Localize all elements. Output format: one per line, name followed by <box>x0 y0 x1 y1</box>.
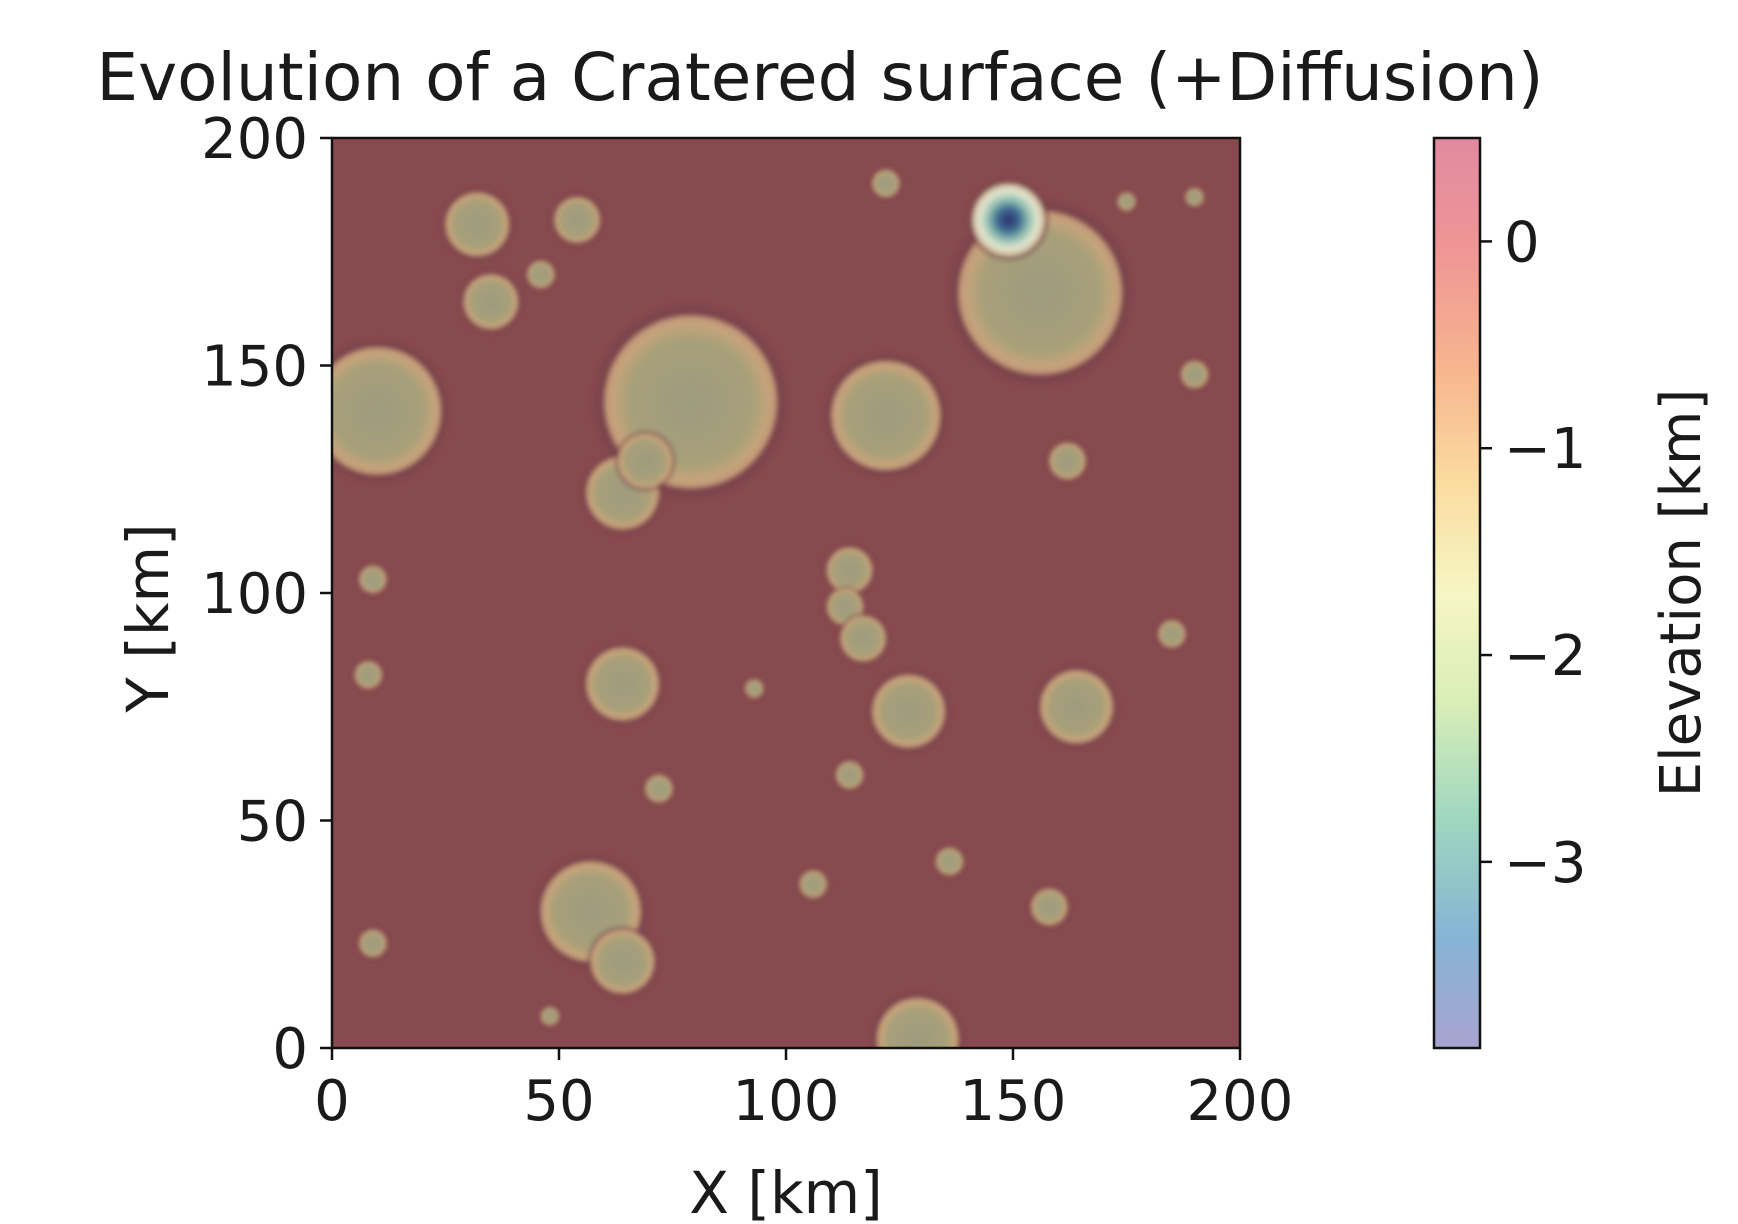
x-axis-label: X [km] <box>689 1159 883 1224</box>
y-tick-label: 0 <box>272 1017 308 1082</box>
crater-layer <box>332 168 1210 1048</box>
x-tick-label: 100 <box>733 1069 840 1134</box>
crater-mark <box>745 679 764 698</box>
x-axis: 0 50 100 150 200 <box>314 1048 1293 1134</box>
y-tick-label: 150 <box>201 335 308 400</box>
crater-mark <box>799 870 827 898</box>
crater-mark <box>831 361 941 471</box>
crater-mark <box>586 647 659 721</box>
crater-mark <box>1040 670 1113 744</box>
crater-mark <box>463 274 519 330</box>
crater-mark <box>1158 620 1186 648</box>
y-axis-label: Y [km] <box>114 523 182 713</box>
colorbar-tick-label: −3 <box>1504 831 1587 896</box>
crater-mark <box>332 347 441 475</box>
y-tick-label: 100 <box>201 562 308 627</box>
crater-mark <box>1031 888 1068 926</box>
x-tick-label: 150 <box>960 1069 1067 1134</box>
crater-mark <box>876 998 959 1048</box>
crater-mark <box>445 192 510 257</box>
y-tick-label: 50 <box>237 790 308 855</box>
crater-mark <box>935 847 964 876</box>
crater-mark <box>359 929 387 957</box>
crater-mark <box>645 775 673 803</box>
crater-mark <box>1180 360 1209 389</box>
crater-mark <box>872 169 900 198</box>
colorbar: 0 −1 −2 −3 Elevation [km] <box>1432 136 1714 1050</box>
colorbar-gradient <box>1432 136 1482 1050</box>
crater-mark <box>590 929 655 994</box>
crater-mark <box>359 565 387 593</box>
x-tick-label: 200 <box>1187 1069 1294 1134</box>
colorbar-label: Elevation [km] <box>1649 389 1714 798</box>
y-tick-label: 200 <box>201 107 308 172</box>
crater-mark <box>1117 192 1136 211</box>
colorbar-tick-label: 0 <box>1504 210 1540 275</box>
colorbar-tick-label: −1 <box>1504 417 1587 482</box>
crater-mark <box>826 547 873 593</box>
crater-mark <box>840 615 886 662</box>
chart-title: Evolution of a Cratered surface (+Diffus… <box>96 39 1543 116</box>
crater-mark <box>618 433 673 489</box>
crater-mark <box>354 661 382 689</box>
plot-area <box>330 136 1242 1050</box>
crater-mark <box>1185 188 1204 207</box>
crater-mark <box>540 1007 559 1026</box>
crater-mark <box>972 183 1045 257</box>
colorbar-tick-label: −2 <box>1504 624 1587 689</box>
x-tick-label: 50 <box>523 1069 594 1134</box>
y-axis: 0 50 100 150 200 <box>201 107 332 1082</box>
crater-mark <box>872 674 945 748</box>
colorbar-ticks: 0 −1 −2 −3 <box>1480 210 1587 896</box>
x-tick-label: 0 <box>314 1069 350 1134</box>
crater-mark <box>527 260 555 289</box>
crater-mark <box>554 197 600 243</box>
crater-mark <box>1049 442 1086 480</box>
crater-mark <box>835 761 864 789</box>
